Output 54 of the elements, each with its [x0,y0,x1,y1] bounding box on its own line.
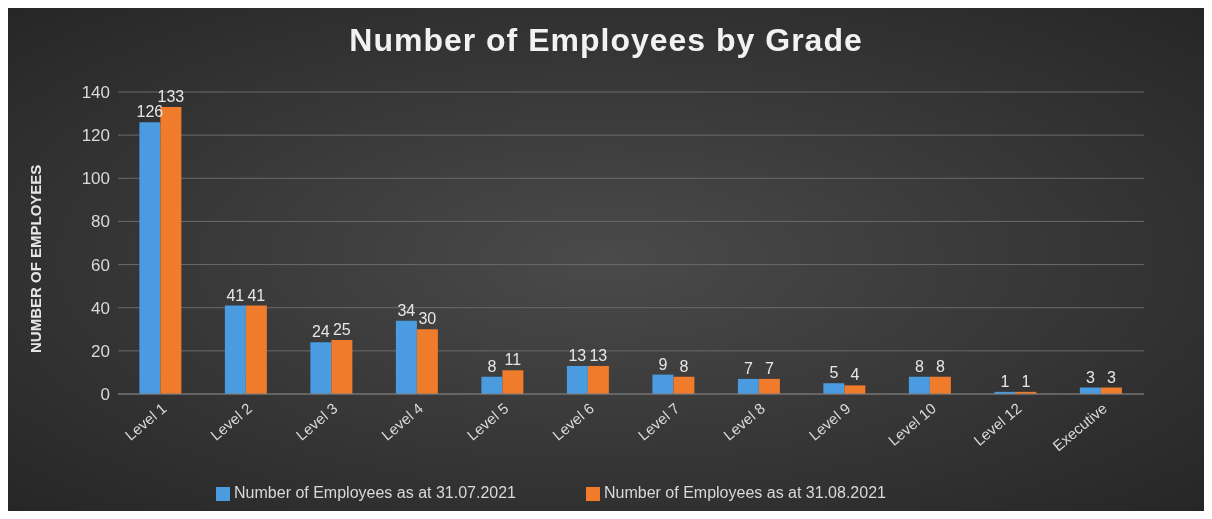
y-tick-label: 140 [81,83,110,103]
bar [673,376,695,394]
data-label: 5 [829,364,839,382]
bar [929,376,951,394]
bar [139,122,161,394]
y-tick-label: 80 [91,212,110,232]
bar [245,305,267,394]
y-tick-label: 100 [81,169,110,189]
data-label: 9 [658,355,668,373]
data-label: 3 [1106,368,1116,386]
bar [908,376,930,394]
data-label: 8 [935,357,945,375]
y-tick-label: 40 [91,298,110,318]
data-label: 1 [1021,372,1031,390]
bar [395,320,417,394]
data-label: 8 [914,357,924,375]
y-tick-label: 60 [91,255,110,275]
data-label: 133 [157,88,185,106]
data-label: 13 [589,346,608,364]
bar [416,329,438,394]
bar [566,365,588,394]
bar [758,378,780,394]
y-tick-label: 20 [91,341,110,361]
chart-title: Number of Employees by Grade [348,21,864,60]
data-label: 7 [764,359,774,377]
bar [587,365,609,394]
bar [823,383,845,394]
data-label: 8 [487,357,497,375]
y-tick-label: 120 [81,126,110,146]
data-label: 24 [311,323,330,341]
bar [844,385,866,394]
data-label: 8 [679,357,689,375]
bar [224,305,246,394]
data-label: 30 [418,310,437,328]
legend-label: Number of Employees as at 31.08.2021 [604,484,886,501]
data-label: 3 [1085,368,1095,386]
data-label: 41 [247,286,266,304]
data-label: 41 [226,286,245,304]
bar [502,370,524,394]
data-label: 25 [332,321,351,339]
data-label: 4 [850,366,860,384]
y-tick-label: 0 [100,385,110,405]
bar [652,374,674,394]
y-axis-title: NUMBER OF EMPLOYEES [27,164,45,353]
bar [481,376,503,394]
bar [310,342,332,394]
legend-label: Number of Employees as at 31.07.2021 [234,484,516,501]
data-label: 13 [568,346,587,364]
bar [331,340,353,394]
data-label: 11 [504,351,522,369]
data-label: 7 [743,359,753,377]
data-label: 1 [1000,372,1010,390]
data-label: 34 [397,301,416,319]
bar [737,378,759,394]
